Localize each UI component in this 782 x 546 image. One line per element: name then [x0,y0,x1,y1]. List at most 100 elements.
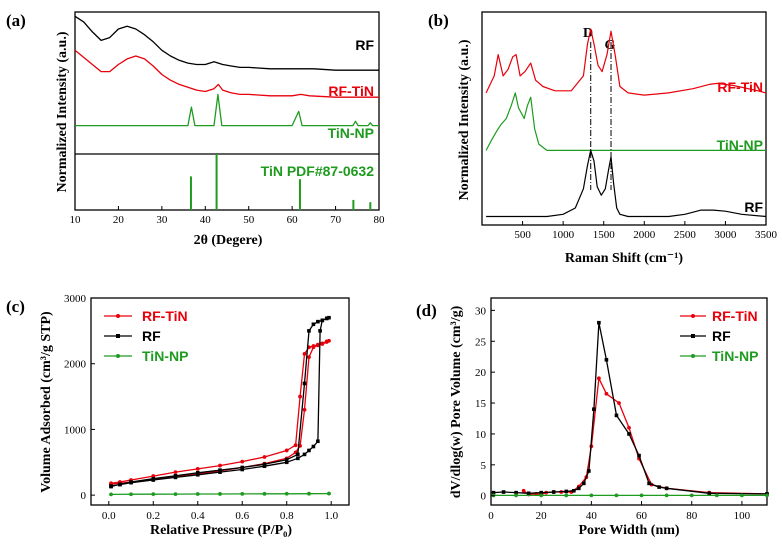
panel-a-label-rftin: RF-TiN [328,83,374,99]
panel-a-frame [74,11,380,211]
panel-c-rf-point [129,480,133,485]
panel-a-series-rf [74,15,379,71]
panel-d-series-rftin [523,377,768,496]
panel-d-tinnp-point [714,493,719,498]
panel-c-rftin-point [320,342,325,346]
panel-d-xlabel: Pore Width (nm) [578,523,679,538]
panel-d-rf-point [572,488,576,493]
panel-d-xtick-label: 80 [686,510,698,522]
panel-c-rf-point [324,316,329,321]
panel-d-rf-point [707,491,712,496]
panel-a-label-rf: RF [355,37,374,53]
legend-d-tinnp-text: TiN-NP [712,348,758,364]
panel-d-ylabel: dV/dlog(w) Pore Volume (cm³/g) [449,305,464,498]
panel-b-xtick-label: 2000 [633,229,656,241]
panel-a-series-tinnp [75,93,379,127]
panel-c-rf-point [318,329,322,333]
panel-c-ytick-label: 1000 [64,424,87,436]
panel-b-label-rf: RF [744,199,763,215]
panel-b-xtick-label: 1500 [593,229,616,241]
panel-d-rf-point [592,407,596,412]
panel-b-series-rf [486,149,767,218]
panel-d-rf-point [564,489,569,494]
panel-d-xtick-label: 20 [536,510,548,522]
panel-d-rf-point [587,469,591,473]
panel-c-label: (c) [6,297,25,316]
panel-b-ylabel: Normalized Intensity (a.u.) [457,39,472,200]
panel-c-rftin-point [173,470,178,475]
panel-c-ytick-label: 0 [81,490,87,502]
panel-c-rftin-point [284,448,289,453]
panel-c-xtick-label: 1.0 [324,510,338,522]
panel-d-xtick-label: 0 [488,510,494,522]
panel-d-rf-point [501,490,506,494]
panel-c-ytick-label: 3000 [64,293,87,305]
panel-d-series-rf [493,322,768,495]
panel-c-xtick-label: 0.6 [235,510,249,522]
panel-d-rf-point [551,490,556,494]
panel-a-xtick-label: 40 [200,214,212,226]
panel-d-tinnp-point [765,493,769,498]
panel-c-tinnp-point [195,492,200,496]
panel-c-rf-point [240,465,245,470]
panel-c-rf-point [240,467,245,472]
panel-d-frame [490,297,768,506]
panel-a-xlabel: 2θ (Degere) [194,233,263,248]
panel-d-legend: RF-TiN RF TiN-NP [680,308,758,364]
legend-c-rf-marker [116,334,120,338]
panel-b-series-tinnp [485,92,766,151]
panel-c-rftin-point [195,466,200,471]
panel-d-xtick-label: 60 [636,510,648,522]
panel-b-annot-g: G [605,38,616,53]
legend-d-tinnp-marker [691,354,695,358]
panel-d-rf-point [582,481,586,486]
panel-c-tinnp-point [284,491,289,496]
panel-c-tinnp-point [109,492,113,497]
panel-d-rf-point [597,320,601,325]
panel-d-tinnp-point [689,493,694,498]
panel-c-rftin-point [298,394,302,399]
panel-d-rf-point [491,490,496,495]
panel-d-rf-point [614,413,619,418]
panel-c-rf-point [302,452,307,457]
panel-a-series-rftin [74,49,379,98]
legend-c-tinnp-marker [116,354,120,358]
panel-b-xtick-label: 2500 [674,229,697,241]
panel-a-label: (a) [6,11,26,30]
panel-c-rftin-point [218,463,222,468]
panel-d-ytick-label: 10 [475,429,487,441]
panel-c-rf-point [307,448,311,453]
panel-d-tinnp-point [614,493,619,498]
panel-b-xtick-label: 3500 [755,229,778,241]
panel-b-xtick-label: 1000 [552,229,575,241]
panel-d-ytick-label: 5 [481,460,487,472]
panel-b-xlabel: Raman Shift (cm⁻¹) [565,251,683,266]
panel-d-rftin-point [596,376,601,381]
panel-b-xtick-label: 500 [514,229,531,241]
panel-c-rf-point [284,460,289,465]
legend-c-rftin-text: RF-TiN [142,308,188,324]
panel-c-rf-point [320,318,325,323]
panel-b-label: (b) [428,11,449,30]
panel-b-annot-d: D [583,26,593,41]
panel-d-xtick-label: 40 [586,510,598,522]
legend-c-rf-text: RF [142,328,161,344]
legend-c-tinnp-text: TiN-NP [142,348,188,364]
legend-d-rftin-marker [691,314,695,318]
legend-c-rftin-marker [116,314,120,318]
panel-d-rf-point [637,453,641,458]
panel-d-xtick-label: 100 [734,510,751,522]
panel-d-ytick-label: 15 [475,398,487,410]
panel-c-frame [90,297,350,506]
panel-a-ylabel: Normalized Intensity (a.u.) [55,31,70,192]
panel-d-rftin-point [617,401,621,405]
panel-d-rf-point [657,485,661,489]
panel-c-xtick-label: 0.0 [102,510,116,522]
panel-c-rf-point [307,329,311,333]
legend-d-rf-text: RF [712,328,731,344]
panel-d-rftin-point [521,488,526,493]
panel-c-rftin-point [302,351,307,356]
panel-c-xtick-label: 0.2 [146,510,160,522]
panel-c-rftin-point [324,340,329,344]
